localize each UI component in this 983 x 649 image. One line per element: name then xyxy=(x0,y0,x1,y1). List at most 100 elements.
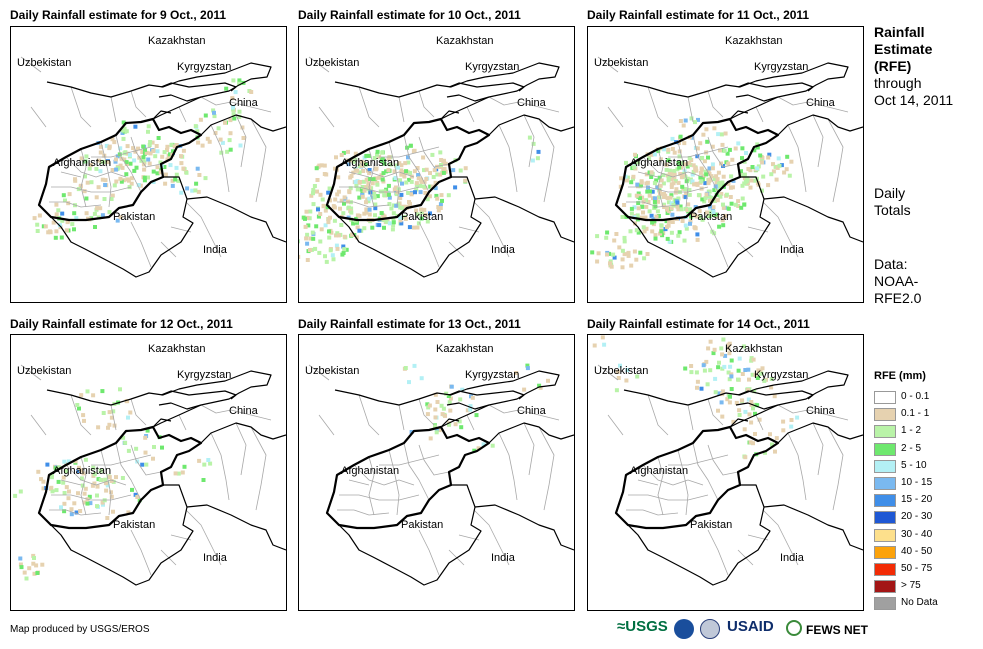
legend-label: 15 - 20 xyxy=(901,494,933,506)
map-panel: Kazakhstan Uzbekistan Kyrgyzstan China Afgha… xyxy=(298,334,575,611)
country-label-afghanistan: Afghanistan xyxy=(630,465,689,477)
sidebar-title-line: Estimate xyxy=(874,41,933,57)
sidebar-daily: Daily Totals xyxy=(874,185,911,219)
country-label-india: India xyxy=(203,244,227,256)
legend-label: 10 - 15 xyxy=(901,477,933,488)
country-label-china: China xyxy=(229,405,258,417)
country-label-pakistan: Pakistan xyxy=(113,519,156,531)
fews-globe-icon xyxy=(786,620,802,636)
panel-title-1: Daily Rainfall estimate for 9 Oct., 2011 xyxy=(10,8,227,22)
country-label-china: China xyxy=(229,97,258,109)
map-panel: Kazakhstan Uzbekistan Kyrgyzstan China Afgha… xyxy=(10,334,287,611)
country-label-kazakhstan: Kazakhstan xyxy=(436,343,494,355)
legend-swatch xyxy=(874,580,896,594)
sidebar-source-line: NOAA- xyxy=(874,273,919,289)
rainfall-map xyxy=(299,56,574,278)
country-label-pakistan: Pakistan xyxy=(690,519,733,531)
map-panel: Kazakhstan Uzbekistan Kyrgyzstan China Afgha… xyxy=(587,334,864,611)
country-label-kazakhstan: Kazakhstan xyxy=(436,35,494,47)
sidebar-source-line: RFE2.0 xyxy=(874,290,922,306)
country-label-kyrgyzstan: Kyrgyzstan xyxy=(177,369,232,381)
country-label-china: China xyxy=(517,405,546,417)
sidebar-data-label: Data: xyxy=(874,256,908,272)
legend-swatch xyxy=(874,477,896,490)
country-label-india: India xyxy=(203,552,227,564)
legend-label: > 75 xyxy=(901,580,921,592)
panel-title-5: Daily Rainfall estimate for 13 Oct., 201… xyxy=(298,317,521,331)
legend-label: 0 - 0.1 xyxy=(901,391,930,402)
country-label-pakistan: Pakistan xyxy=(690,211,733,223)
usgs-logo: ≈USGS xyxy=(617,618,668,635)
country-label-china: China xyxy=(806,405,835,417)
sidebar-through-label: through xyxy=(874,75,922,91)
country-label-india: India xyxy=(780,552,804,564)
country-label-kazakhstan: Kazakhstan xyxy=(148,35,206,47)
country-label-kazakhstan: Kazakhstan xyxy=(725,343,783,355)
panel-title-4: Daily Rainfall estimate for 12 Oct., 201… xyxy=(10,317,233,331)
panel-title-6: Daily Rainfall estimate for 14 Oct., 201… xyxy=(587,317,810,331)
country-label-kazakhstan: Kazakhstan xyxy=(148,343,206,355)
rainfall-map xyxy=(592,335,863,586)
country-label-kyrgyzstan: Kyrgyzstan xyxy=(754,369,809,381)
sidebar-date: Oct 14, 2011 xyxy=(874,92,954,108)
country-label-pakistan: Pakistan xyxy=(113,211,156,223)
rainfall-map xyxy=(590,56,863,278)
rainfall-map xyxy=(308,363,574,586)
sidebar-title-line: Rainfall xyxy=(874,24,925,40)
noaa-logo-icon xyxy=(674,619,694,639)
country-label-uzbekistan: Uzbekistan xyxy=(17,365,72,377)
country-label-uzbekistan: Uzbekistan xyxy=(594,57,649,69)
panel-title-3: Daily Rainfall estimate for 11 Oct., 201… xyxy=(587,8,810,22)
rainfall-map xyxy=(20,56,286,278)
country-label-kyrgyzstan: Kyrgyzstan xyxy=(177,61,232,73)
country-label-india: India xyxy=(491,244,515,256)
country-label-uzbekistan: Uzbekistan xyxy=(594,365,649,377)
country-label-china: China xyxy=(517,97,546,109)
usaid-logo: USAID xyxy=(727,618,774,635)
legend-swatch xyxy=(874,545,896,559)
legend-label: 30 - 40 xyxy=(901,528,933,540)
sidebar-daily-label: Daily xyxy=(874,185,906,201)
panel-title-2: Daily Rainfall estimate for 10 Oct., 201… xyxy=(298,8,521,22)
country-label-afghanistan: Afghanistan xyxy=(53,465,112,477)
legend-swatch xyxy=(874,494,896,508)
map-panel: Kazakhstan Uzbekistan Kyrgyzstan China Afgha… xyxy=(298,26,575,303)
legend-title: RFE (mm) xyxy=(874,370,926,382)
country-label-afghanistan: Afghanistan xyxy=(630,157,689,169)
legend-swatch xyxy=(874,391,896,404)
country-label-kazakhstan: Kazakhstan xyxy=(725,35,783,47)
country-label-india: India xyxy=(780,244,804,256)
legend-swatch xyxy=(874,511,896,525)
legend-label: 5 - 10 xyxy=(901,459,927,471)
country-label-uzbekistan: Uzbekistan xyxy=(305,365,360,377)
country-label-kyrgyzstan: Kyrgyzstan xyxy=(754,61,809,73)
legend-label: 1 - 2 xyxy=(901,425,922,437)
country-label-india: India xyxy=(491,552,515,564)
legend-label: 40 - 50 xyxy=(901,545,933,557)
legend-swatch xyxy=(874,408,896,422)
sidebar-title: Rainfall Estimate (RFE) xyxy=(874,24,932,75)
country-label-pakistan: Pakistan xyxy=(401,519,444,531)
fews-net-logo: FEWS NET xyxy=(806,623,868,637)
legend-swatch xyxy=(874,425,896,439)
legend-swatch xyxy=(874,442,896,456)
sidebar-through: through Oct 14, 2011 xyxy=(874,75,953,109)
legend-swatch xyxy=(874,528,896,542)
country-label-china: China xyxy=(806,97,835,109)
country-label-afghanistan: Afghanistan xyxy=(341,157,400,169)
dos-seal-icon xyxy=(700,619,720,639)
legend-swatch xyxy=(874,597,896,611)
sidebar-title-line: (RFE) xyxy=(874,58,912,74)
map-panel: Kazakhstan Uzbekistan Kyrgyzstan China Afgha… xyxy=(10,26,287,303)
country-label-afghanistan: Afghanistan xyxy=(53,157,112,169)
country-label-pakistan: Pakistan xyxy=(401,211,444,223)
footer-credit: Map produced by USGS/EROS xyxy=(10,624,150,635)
map-panel: Kazakhstan Uzbekistan Kyrgyzstan China Afgha… xyxy=(587,26,864,303)
country-label-kyrgyzstan: Kyrgyzstan xyxy=(465,369,520,381)
legend-swatch xyxy=(874,563,896,576)
legend-label: 0.1 - 1 xyxy=(901,408,930,420)
legend-swatch xyxy=(874,459,896,473)
country-label-uzbekistan: Uzbekistan xyxy=(305,57,360,69)
legend-label: 20 - 30 xyxy=(901,511,933,523)
country-label-afghanistan: Afghanistan xyxy=(341,465,400,477)
